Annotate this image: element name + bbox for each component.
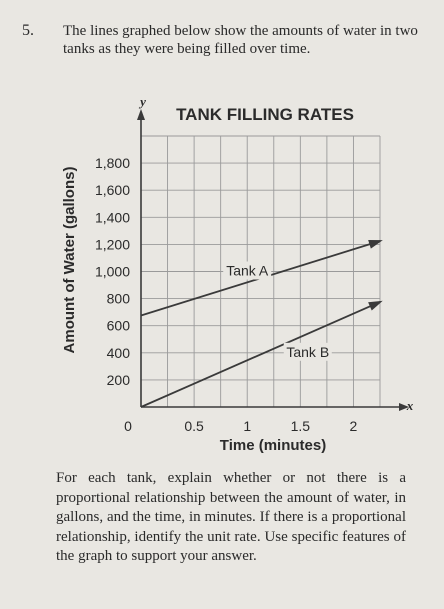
series-line-tank-b	[140, 301, 381, 408]
y-tick-label: 1,800	[95, 155, 130, 171]
y-axis-label: Amount of Water (gallons)	[61, 167, 78, 354]
x-tick-label: 1	[243, 418, 251, 434]
series-label: Tank B	[286, 344, 329, 360]
x-tick-label: 1.5	[291, 418, 311, 434]
series-label: Tank A	[226, 263, 269, 279]
x-tick-label: 0.5	[184, 418, 204, 434]
question-text: For each tank, explain whether or not th…	[56, 470, 406, 564]
x-axis-letter: x	[406, 398, 414, 413]
y-tick-label: 200	[107, 372, 131, 388]
x-tick-label: 0	[124, 418, 132, 434]
x-axis-label: Time (minutes)	[220, 437, 326, 454]
y-tick-label: 1,400	[95, 209, 130, 225]
y-tick-label: 800	[107, 291, 131, 307]
y-axis-letter: y	[138, 94, 146, 109]
question-number: 5.	[22, 22, 34, 39]
series-label-bg	[283, 342, 332, 361]
tank-filling-chart: TANK FILLING RATES Time (minutes) Amount…	[50, 94, 444, 464]
chart-title: TANK FILLING RATES	[176, 105, 354, 124]
x-axis-arrow	[399, 403, 409, 411]
y-axis-arrow	[137, 109, 145, 120]
y-tick-label: 400	[107, 345, 131, 361]
axes	[137, 109, 409, 411]
y-tick-label: 1,600	[95, 182, 130, 198]
series-arrow	[368, 300, 383, 311]
y-tick-label: 1,000	[95, 264, 130, 280]
intro-text: The lines graphed below show the amounts…	[63, 23, 418, 57]
y-tick-label: 1,200	[95, 236, 130, 252]
series-label-bg	[223, 261, 272, 280]
chart-text: TANK FILLING RATES Time (minutes) Amount…	[61, 94, 414, 454]
x-tick-label: 2	[350, 418, 358, 434]
series-lines	[140, 239, 383, 408]
chart-svg: TANK FILLING RATES Time (minutes) Amount…	[61, 94, 414, 454]
series-arrow	[368, 239, 383, 249]
y-tick-label: 600	[107, 318, 131, 334]
